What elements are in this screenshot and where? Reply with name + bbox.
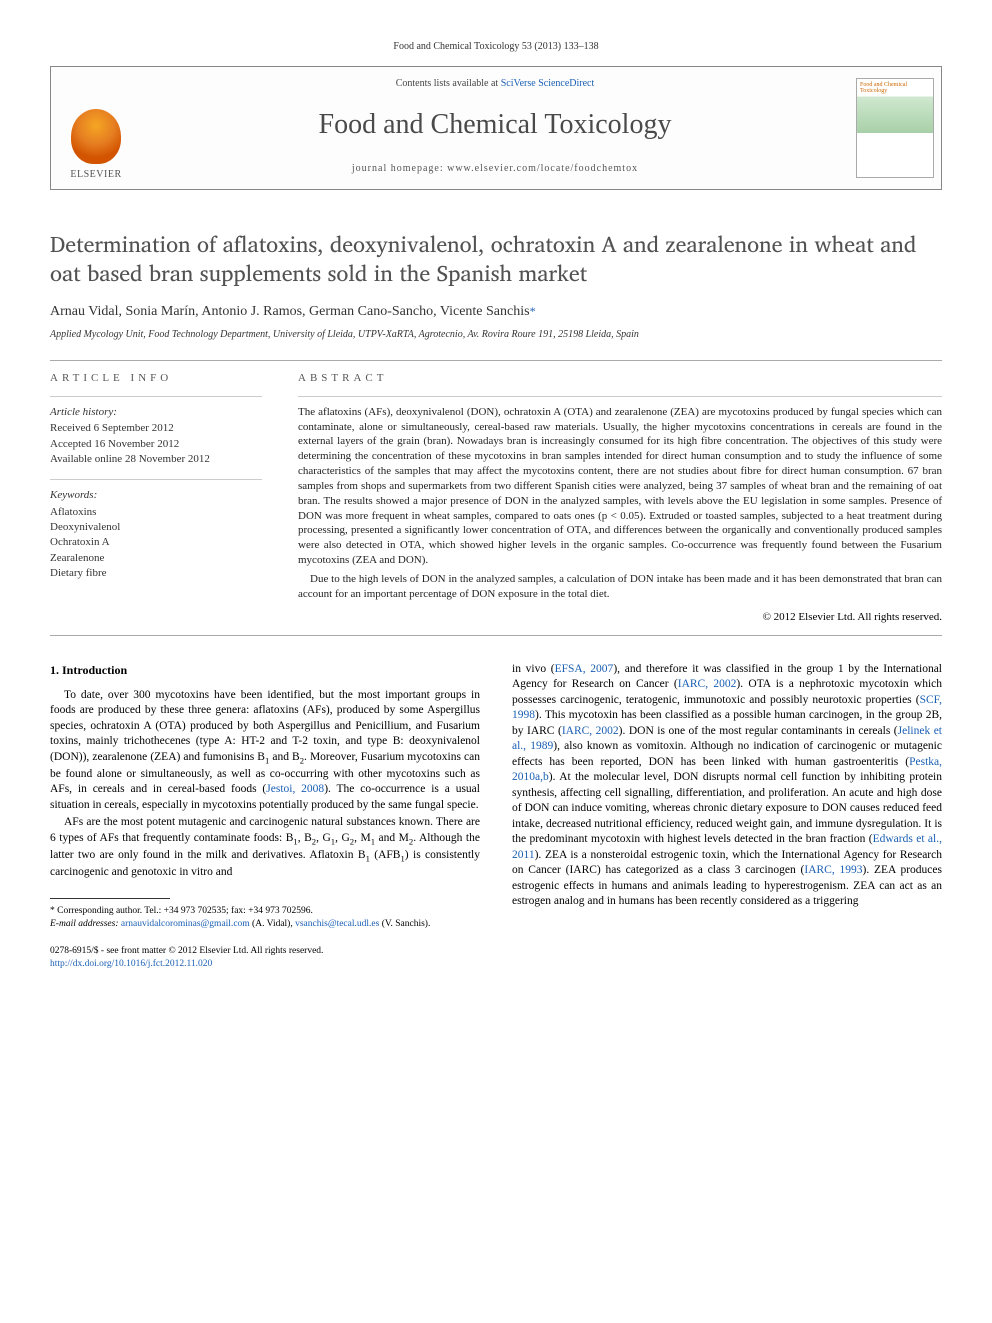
corresponding-author-note: * Corresponding author. Tel.: +34 973 70… <box>50 905 480 918</box>
sub-divider <box>50 396 262 397</box>
ref-link[interactable]: Jestoi, 2008 <box>266 783 324 795</box>
t: , G <box>335 832 350 844</box>
keyword: Aflatoxins <box>50 505 262 520</box>
article-info-label: ARTICLE INFO <box>50 371 262 386</box>
affiliation: Applied Mycology Unit, Food Technology D… <box>50 328 942 342</box>
abstract-p1: The aflatoxins (AFs), deoxynivalenol (DO… <box>298 405 942 568</box>
t: (V. Sanchis). <box>379 919 430 929</box>
journal-homepage: journal homepage: www.elsevier.com/locat… <box>151 162 839 176</box>
email-label: E-mail addresses: <box>50 919 121 929</box>
header-center: Contents lists available at SciVerse Sci… <box>141 67 849 190</box>
t: , B <box>298 832 312 844</box>
sub-divider <box>50 479 262 480</box>
body-paragraph: in vivo (EFSA, 2007), and therefore it w… <box>512 662 942 910</box>
t: ). DON is one of the most regular contam… <box>619 725 898 737</box>
publisher-logo: ELSEVIER <box>51 67 141 190</box>
body-paragraph: AFs are the most potent mutagenic and ca… <box>50 815 480 880</box>
intro-heading: 1. Introduction <box>50 662 480 678</box>
ref-link[interactable]: EFSA, 2007 <box>555 663 614 675</box>
doi-link[interactable]: http://dx.doi.org/10.1016/j.fct.2012.11.… <box>50 959 212 969</box>
t: , G <box>316 832 331 844</box>
email-link[interactable]: vsanchis@tecal.udl.es <box>295 919 379 929</box>
divider <box>50 635 942 636</box>
history-item: Available online 28 November 2012 <box>50 452 262 467</box>
sub-divider <box>298 396 942 397</box>
keyword: Deoxynivalenol <box>50 520 262 535</box>
right-column: in vivo (EFSA, 2007), and therefore it w… <box>512 662 942 931</box>
divider <box>50 360 942 361</box>
authors-list: Arnau Vidal, Sonia Marín, Antonio J. Ram… <box>50 303 942 322</box>
footnote-separator <box>50 898 170 899</box>
left-column: 1. Introduction To date, over 300 mycoto… <box>50 662 480 931</box>
t: ), also known as vomitoxin. Although no … <box>512 740 942 768</box>
journal-header: ELSEVIER Contents lists available at Sci… <box>50 66 942 191</box>
abstract-label: ABSTRACT <box>298 371 942 386</box>
article-title: Determination of aflatoxins, deoxynivale… <box>50 230 942 287</box>
front-matter-line: 0278-6915/$ - see front matter © 2012 El… <box>50 945 942 958</box>
cover-thumbnail: Food and Chemical Toxicology <box>856 78 934 178</box>
bottom-matter: 0278-6915/$ - see front matter © 2012 El… <box>50 945 942 971</box>
corresponding-author-mark: * <box>530 304 536 318</box>
info-abstract-row: ARTICLE INFO Article history: Received 6… <box>50 371 942 625</box>
publisher-name: ELSEVIER <box>70 168 121 182</box>
abstract-p2: Due to the high levels of DON in the ana… <box>298 572 942 602</box>
t: , M <box>354 832 371 844</box>
body-columns: 1. Introduction To date, over 300 mycoto… <box>50 662 942 931</box>
article-info-column: ARTICLE INFO Article history: Received 6… <box>50 371 262 625</box>
t: in vivo ( <box>512 663 555 675</box>
history-item: Received 6 September 2012 <box>50 421 262 436</box>
abstract-column: ABSTRACT The aflatoxins (AFs), deoxyniva… <box>298 371 942 625</box>
history-heading: Article history: <box>50 405 262 420</box>
ref-link[interactable]: IARC, 2002 <box>562 725 619 737</box>
contents-line: Contents lists available at SciVerse Sci… <box>151 77 839 91</box>
ref-link[interactable]: IARC, 1993 <box>804 864 862 876</box>
keywords-block: Keywords: Aflatoxins Deoxynivalenol Ochr… <box>50 488 262 581</box>
keywords-heading: Keywords: <box>50 488 262 503</box>
sciencedirect-link[interactable]: SciVerse ScienceDirect <box>501 78 595 89</box>
journal-cover: Food and Chemical Toxicology <box>849 67 941 190</box>
t: and M <box>375 832 409 844</box>
history-item: Accepted 16 November 2012 <box>50 437 262 452</box>
email-link[interactable]: arnauvidalcorominas@gmail.com <box>121 919 250 929</box>
footnotes: * Corresponding author. Tel.: +34 973 70… <box>50 905 480 931</box>
keyword: Ochratoxin A <box>50 535 262 550</box>
article-history: Article history: Received 6 September 20… <box>50 405 262 468</box>
citation-line: Food and Chemical Toxicology 53 (2013) 1… <box>50 40 942 54</box>
body-paragraph: To date, over 300 mycotoxins have been i… <box>50 688 480 814</box>
abstract-text: The aflatoxins (AFs), deoxynivalenol (DO… <box>298 405 942 602</box>
ref-link[interactable]: IARC, 2002 <box>678 678 737 690</box>
journal-title: Food and Chemical Toxicology <box>151 106 839 144</box>
keyword: Dietary fibre <box>50 566 262 581</box>
t: and B <box>269 751 299 763</box>
t: (AFB <box>370 849 401 861</box>
contents-prefix: Contents lists available at <box>396 78 501 89</box>
email-line: E-mail addresses: arnauvidalcorominas@gm… <box>50 918 480 931</box>
t: (A. Vidal), <box>250 919 295 929</box>
keyword: Zearalenone <box>50 551 262 566</box>
copyright-line: © 2012 Elsevier Ltd. All rights reserved… <box>298 610 942 625</box>
elsevier-tree-icon <box>71 109 121 164</box>
authors-text: Arnau Vidal, Sonia Marín, Antonio J. Ram… <box>50 304 530 319</box>
